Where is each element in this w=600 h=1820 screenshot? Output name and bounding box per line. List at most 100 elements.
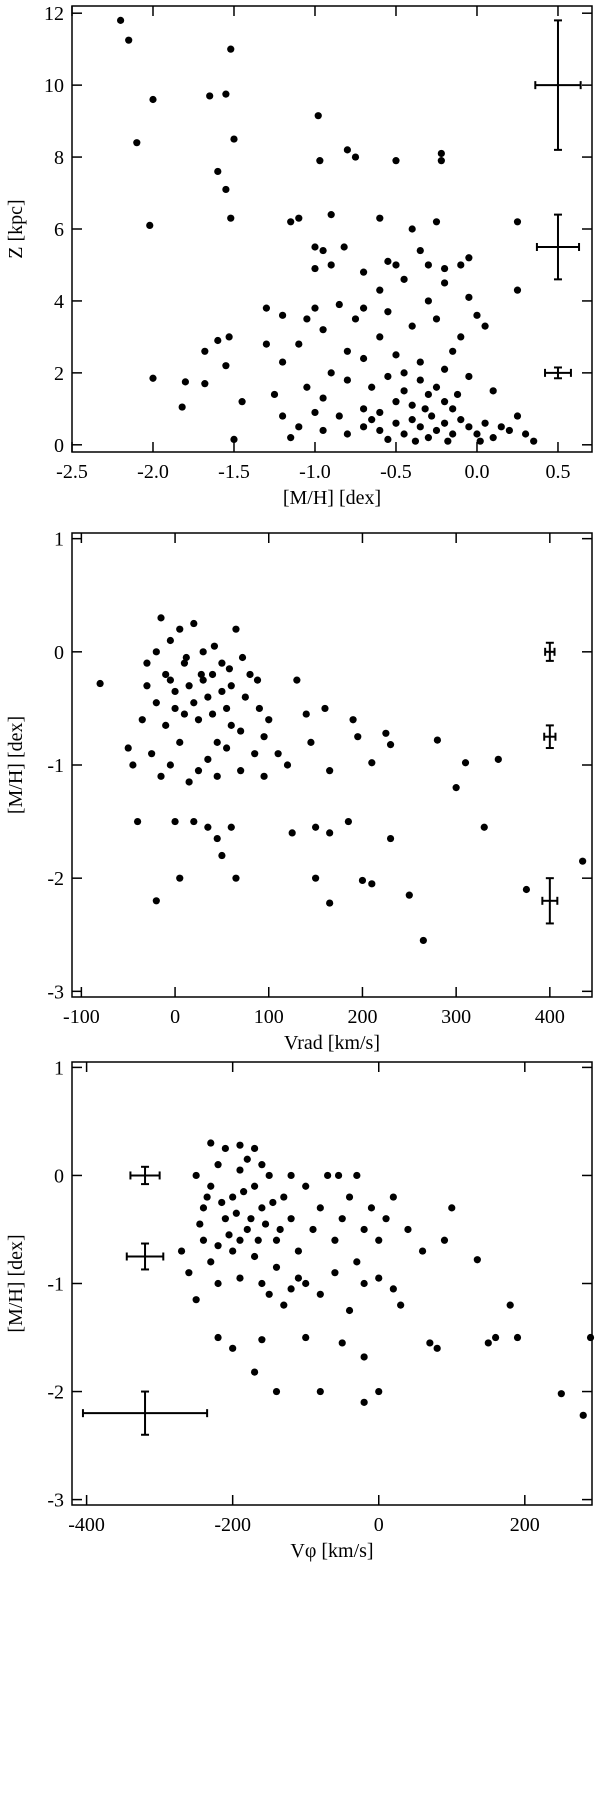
point bbox=[440, 279, 449, 287]
point bbox=[481, 322, 489, 330]
x-tick-label: 300 bbox=[441, 1006, 471, 1028]
point bbox=[236, 1141, 244, 1149]
x-tick-label: 0.0 bbox=[464, 461, 489, 483]
point bbox=[505, 426, 513, 435]
point bbox=[240, 1188, 248, 1196]
point bbox=[218, 659, 226, 667]
point bbox=[457, 333, 465, 341]
point bbox=[225, 665, 234, 673]
point bbox=[262, 340, 270, 348]
point bbox=[307, 738, 315, 746]
point bbox=[199, 1236, 208, 1244]
point bbox=[316, 1387, 324, 1396]
point bbox=[227, 214, 235, 222]
point bbox=[138, 716, 146, 724]
point bbox=[331, 1236, 339, 1244]
y-tick-label: 2 bbox=[54, 363, 64, 385]
point bbox=[258, 1161, 266, 1169]
point bbox=[133, 139, 141, 147]
point bbox=[237, 767, 245, 775]
point bbox=[232, 874, 240, 882]
point bbox=[294, 1274, 303, 1282]
point bbox=[262, 304, 270, 312]
point bbox=[274, 750, 282, 758]
point bbox=[360, 1225, 368, 1234]
y-tick-label: -1 bbox=[47, 755, 64, 777]
point bbox=[353, 1171, 361, 1180]
point bbox=[384, 257, 392, 265]
point bbox=[258, 1204, 266, 1212]
point bbox=[166, 636, 174, 645]
point bbox=[437, 149, 445, 158]
x-axis-label: Vrad [km/s] bbox=[284, 1032, 380, 1054]
point bbox=[218, 1198, 226, 1207]
x-tick-label: -2.0 bbox=[137, 461, 169, 483]
point bbox=[392, 351, 400, 359]
point bbox=[389, 1285, 397, 1293]
point bbox=[176, 625, 184, 633]
point bbox=[326, 899, 334, 907]
point bbox=[476, 437, 484, 445]
point bbox=[334, 1171, 343, 1180]
x-tick-label: -1.5 bbox=[218, 461, 250, 483]
point bbox=[327, 211, 335, 219]
point bbox=[149, 374, 157, 382]
point bbox=[319, 426, 327, 435]
panel: -400 -200 0 200 -3 -2 -1 0 1 Vφ [km/s] [M/H] [dex] bbox=[5, 1057, 595, 1562]
y-tick-label: 0 bbox=[54, 435, 64, 457]
y-tick-label: 10 bbox=[44, 75, 64, 97]
point bbox=[426, 1339, 434, 1347]
point bbox=[321, 704, 329, 713]
point bbox=[238, 653, 247, 662]
x-tick-label: -200 bbox=[214, 1514, 251, 1536]
point bbox=[416, 246, 424, 255]
y-axis-label: [M/H] [dex] bbox=[5, 1234, 27, 1332]
y-tick-label: -2 bbox=[47, 1382, 64, 1404]
point bbox=[180, 659, 189, 667]
point bbox=[255, 704, 263, 713]
point bbox=[360, 1353, 368, 1361]
point bbox=[433, 1344, 441, 1352]
point bbox=[190, 817, 198, 826]
point bbox=[433, 736, 442, 744]
point bbox=[214, 1333, 222, 1342]
point bbox=[344, 817, 352, 826]
point bbox=[465, 293, 473, 301]
point bbox=[359, 405, 368, 413]
point bbox=[375, 1236, 383, 1244]
point bbox=[424, 297, 432, 305]
point bbox=[432, 383, 441, 391]
point bbox=[432, 218, 441, 226]
point bbox=[272, 1263, 281, 1271]
point bbox=[324, 1171, 332, 1180]
point bbox=[449, 405, 457, 413]
point bbox=[408, 322, 416, 330]
point bbox=[521, 430, 530, 438]
point bbox=[440, 1236, 449, 1244]
point bbox=[354, 733, 362, 741]
point bbox=[579, 857, 587, 865]
point bbox=[368, 416, 376, 424]
x-axis-label: Vφ [km/s] bbox=[290, 1540, 373, 1562]
point bbox=[227, 823, 235, 831]
point bbox=[368, 383, 376, 391]
y-tick-label: 1 bbox=[54, 1057, 64, 1079]
point bbox=[302, 710, 310, 718]
point bbox=[335, 412, 343, 420]
point bbox=[261, 1220, 270, 1228]
point bbox=[214, 167, 222, 176]
point bbox=[157, 772, 165, 780]
point bbox=[359, 423, 368, 431]
point bbox=[382, 729, 390, 737]
point bbox=[199, 1204, 208, 1212]
point bbox=[351, 153, 360, 161]
point bbox=[116, 16, 125, 24]
point bbox=[303, 315, 311, 323]
point bbox=[359, 304, 368, 312]
point bbox=[194, 767, 203, 775]
point bbox=[440, 365, 449, 373]
point bbox=[213, 738, 221, 746]
x-tick-label: 200 bbox=[347, 1006, 377, 1028]
point bbox=[319, 326, 327, 334]
point bbox=[411, 437, 420, 445]
